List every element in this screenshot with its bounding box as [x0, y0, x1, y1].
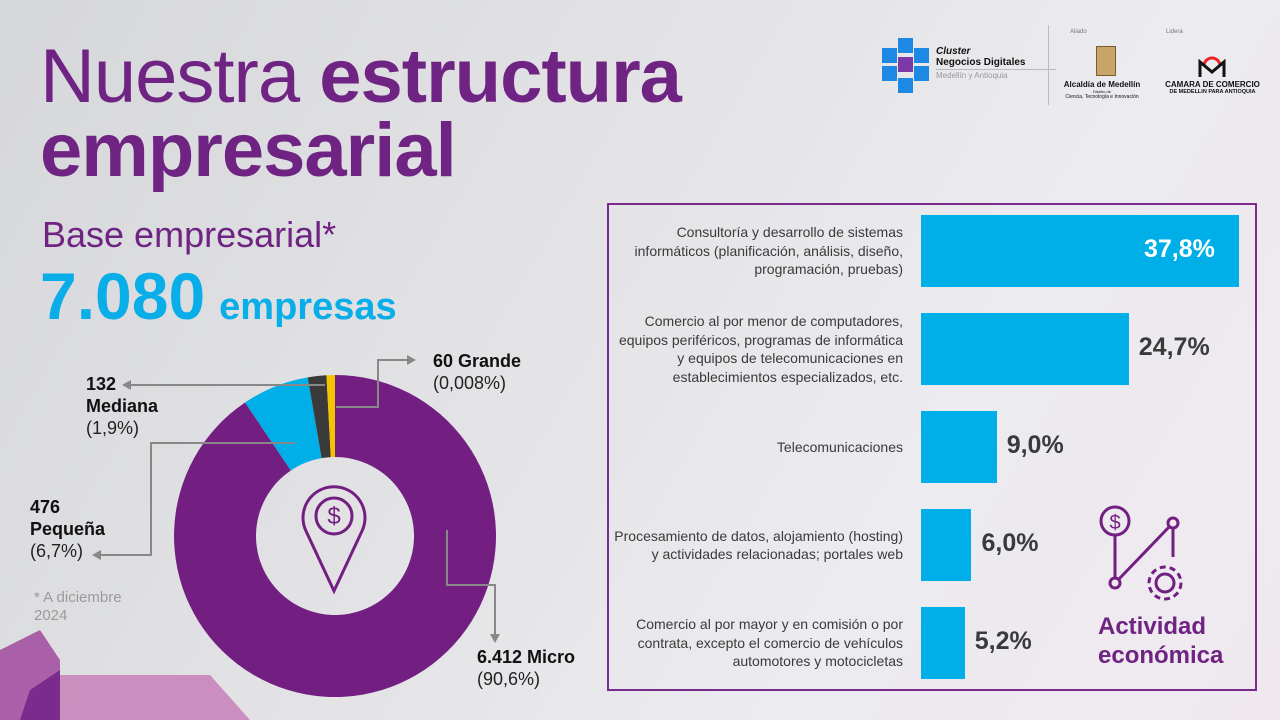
- alcaldia-sub2: Ciencia, Tecnología e Innovación: [1065, 94, 1139, 100]
- slice-micro: [173, 375, 496, 697]
- alcaldia-logo: Alcaldía de Medellín Distrito de Ciencia…: [1062, 80, 1142, 100]
- cluster-line2: Negocios Digitales: [936, 57, 1026, 68]
- mediana-count: 132: [86, 374, 117, 394]
- label-micro: 6.412 Micro (90,6%): [477, 646, 575, 690]
- title-bold-2: empresarial: [40, 108, 457, 193]
- lidera-label: Lidera: [1166, 29, 1183, 35]
- bar-category-label: Telecomunicaciones: [776, 438, 903, 455]
- activity-panel: Consultoría y desarrollo de sistemas inf…: [607, 203, 1257, 691]
- pequena-name: Pequeña: [30, 519, 106, 539]
- svg-text:$: $: [1109, 512, 1120, 534]
- bar-category-label: Procesamiento de datos, alojamiento (hos…: [614, 527, 903, 563]
- slice-grande: [326, 375, 335, 458]
- bar: [921, 313, 1129, 385]
- cluster-line3: Medellín y Antioquia: [936, 69, 1056, 81]
- svg-text:$: $: [327, 503, 340, 530]
- cubes-icon: [882, 38, 929, 93]
- camara-logo: CAMARA DE COMERCIO DE MEDELLIN PARA ANTI…: [1160, 80, 1265, 95]
- micro-percent: (90,6%): [477, 669, 541, 689]
- camara-icon: [1198, 56, 1226, 77]
- label-mediana: 132 Mediana (1,9%): [86, 373, 158, 439]
- base-label: Base empresarial*: [42, 214, 337, 255]
- logo-divider: [1048, 25, 1049, 105]
- footnote-line2: 2024: [34, 607, 68, 624]
- bar-value-label: 37,8%: [1144, 235, 1215, 263]
- slice-mediana: [307, 375, 331, 459]
- pequena-percent: (6,7%): [30, 541, 84, 561]
- activity-title: Actividad económica: [1098, 613, 1224, 669]
- donut-chart: $: [92, 355, 500, 697]
- bar-category-label: Comercio al por menor de computadores, e…: [618, 313, 903, 385]
- total-count: 7.080 empresas: [40, 258, 397, 334]
- title-bold-1: estructura: [319, 34, 682, 119]
- alcaldia-sub1: Distrito de: [1092, 89, 1111, 94]
- leader-lines: [100, 359, 496, 635]
- bar: [921, 215, 1239, 287]
- bar: [921, 607, 965, 679]
- bar-value-label: 5,2%: [974, 627, 1032, 655]
- bar-category-label: Comercio al por mayor y en comisión o po…: [636, 616, 903, 669]
- bar: [921, 509, 972, 581]
- bar-value-label: 9,0%: [1006, 431, 1064, 459]
- label-pequena: 476 Pequeña (6,7%): [30, 496, 105, 562]
- page-title: Nuestra estructura empresarial: [40, 39, 682, 189]
- leader-micro: [446, 530, 496, 635]
- grande-count: 60 Grande: [433, 351, 522, 371]
- camara-line1: CAMARA DE COMERCIO: [1165, 80, 1260, 89]
- cluster-line1: Cluster: [936, 46, 971, 57]
- micro-count: 6.412 Micro: [477, 647, 576, 667]
- grande-percent: (0,008%): [433, 373, 507, 393]
- coat-of-arms-icon: [1096, 46, 1116, 76]
- camara-line2: DE MEDELLIN PARA ANTIOQUIA: [1169, 89, 1256, 95]
- bar-value-label: 24,7%: [1138, 333, 1210, 361]
- mediana-name: Mediana: [86, 396, 159, 416]
- footnote-line1: * A diciembre: [34, 589, 122, 606]
- total-number: 7.080: [40, 259, 206, 333]
- aliado-label: Aliado: [1070, 29, 1087, 35]
- slice-pequena: [245, 377, 322, 471]
- arrowheads: [92, 355, 500, 643]
- location-dollar-icon: $: [301, 485, 367, 595]
- leader-grande: [336, 359, 408, 408]
- dollar-gear-network-icon: $: [1099, 505, 1183, 601]
- bar-category-label: Consultoría y desarrollo de sistemas inf…: [634, 224, 903, 277]
- mediana-percent: (1,9%): [86, 418, 140, 438]
- label-grande: 60 Grande (0,008%): [433, 350, 521, 394]
- decorative-cubes: [0, 630, 250, 720]
- bar-value-label: 6,0%: [981, 529, 1039, 557]
- alcaldia-name: Alcaldía de Medellín: [1063, 80, 1141, 89]
- leader-pequena: [100, 442, 295, 556]
- total-unit: empresas: [219, 286, 397, 328]
- bar: [921, 411, 997, 483]
- title-light: Nuestra: [40, 34, 300, 119]
- cluster-logo: Cluster Negocios Digitales Medellín y An…: [880, 38, 1056, 99]
- footnote: * A diciembre 2024: [34, 589, 122, 625]
- pequena-count: 476: [30, 497, 61, 517]
